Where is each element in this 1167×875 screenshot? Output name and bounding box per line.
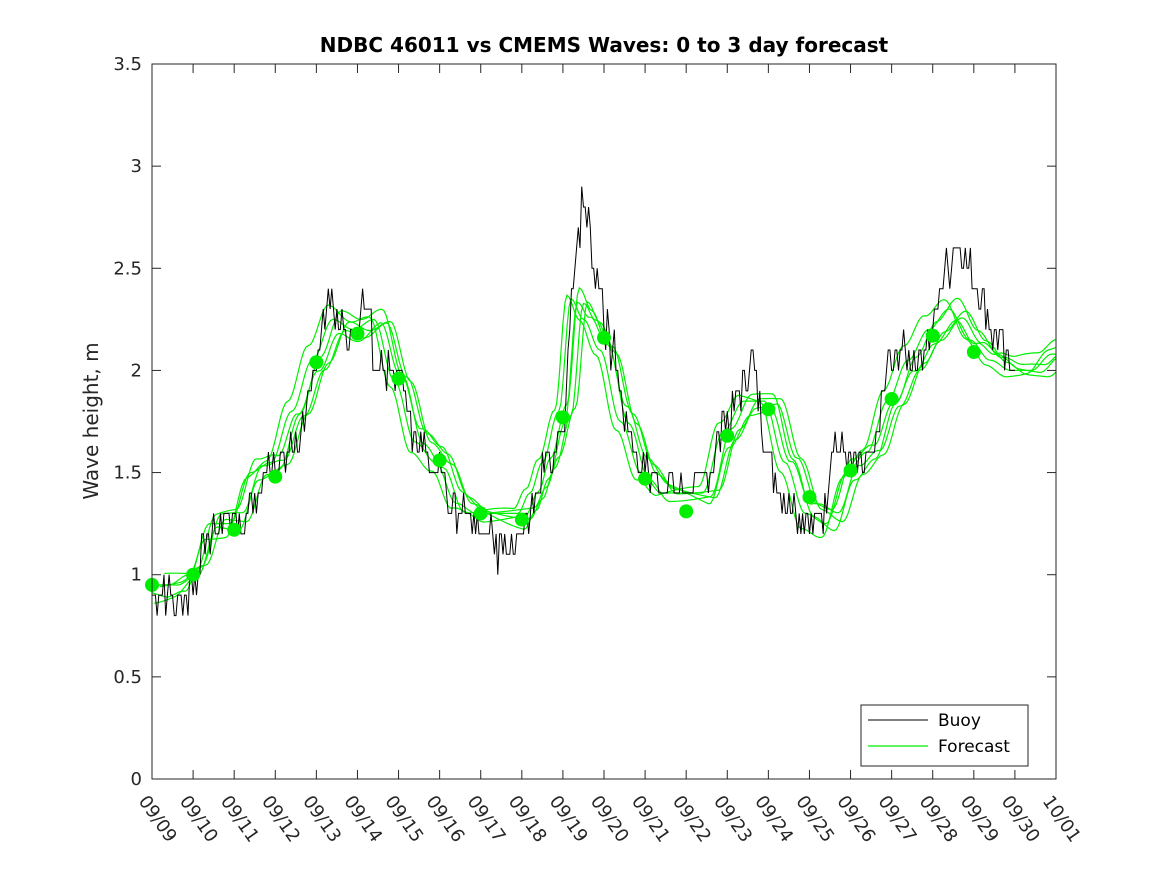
buoy-line xyxy=(152,186,1015,617)
legend-box xyxy=(860,704,1029,767)
forecast-marker xyxy=(186,567,201,582)
axes-box xyxy=(151,63,1057,780)
forecast-line-5 xyxy=(164,301,1057,575)
forecast-marker xyxy=(925,328,940,343)
forecast-marker xyxy=(761,402,776,417)
forecast-marker xyxy=(884,392,899,407)
forecast-marker xyxy=(966,345,981,360)
legend-forecast-label: Forecast xyxy=(938,737,1010,757)
forecast-marker xyxy=(679,504,694,519)
forecast-marker xyxy=(638,471,653,486)
y-tick-label: 3 xyxy=(131,156,142,177)
plot-area xyxy=(152,64,1056,779)
y-tick-label: 0.5 xyxy=(113,667,142,688)
y-tick-label: 1 xyxy=(131,565,142,586)
forecast-marker xyxy=(227,522,242,537)
y-tick-label: 2 xyxy=(131,360,142,381)
legend: Buoy Forecast xyxy=(860,704,1029,767)
forecast-marker xyxy=(843,463,858,478)
y-axis-label: Wave height, m xyxy=(79,342,103,499)
forecast-marker xyxy=(350,326,365,341)
forecast-marker xyxy=(514,512,529,527)
y-tick-label: 3.5 xyxy=(113,54,142,75)
forecast-line-1 xyxy=(152,297,1056,586)
forecast-marker xyxy=(473,506,488,521)
forecast-marker xyxy=(555,410,570,425)
forecast-marker xyxy=(720,428,735,443)
forecast-marker xyxy=(309,355,324,370)
forecast-markers-group xyxy=(145,326,981,592)
forecast-marker xyxy=(432,453,447,468)
forecast-marker xyxy=(391,371,406,386)
y-tick-label: 0 xyxy=(131,769,142,790)
y-axis: 0 0.5 1 1.5 2 2.5 3 3.5 xyxy=(113,54,1056,790)
buoy-series-group xyxy=(152,186,1015,617)
y-tick-label: 1.5 xyxy=(113,463,142,484)
forecast-marker xyxy=(268,469,283,484)
y-tick-label: 2.5 xyxy=(113,258,142,279)
forecast-marker xyxy=(802,490,817,505)
chart-title: NDBC 46011 vs CMEMS Waves: 0 to 3 day fo… xyxy=(320,33,889,57)
forecast-marker xyxy=(597,330,611,345)
legend-buoy-label: Buoy xyxy=(938,711,981,731)
